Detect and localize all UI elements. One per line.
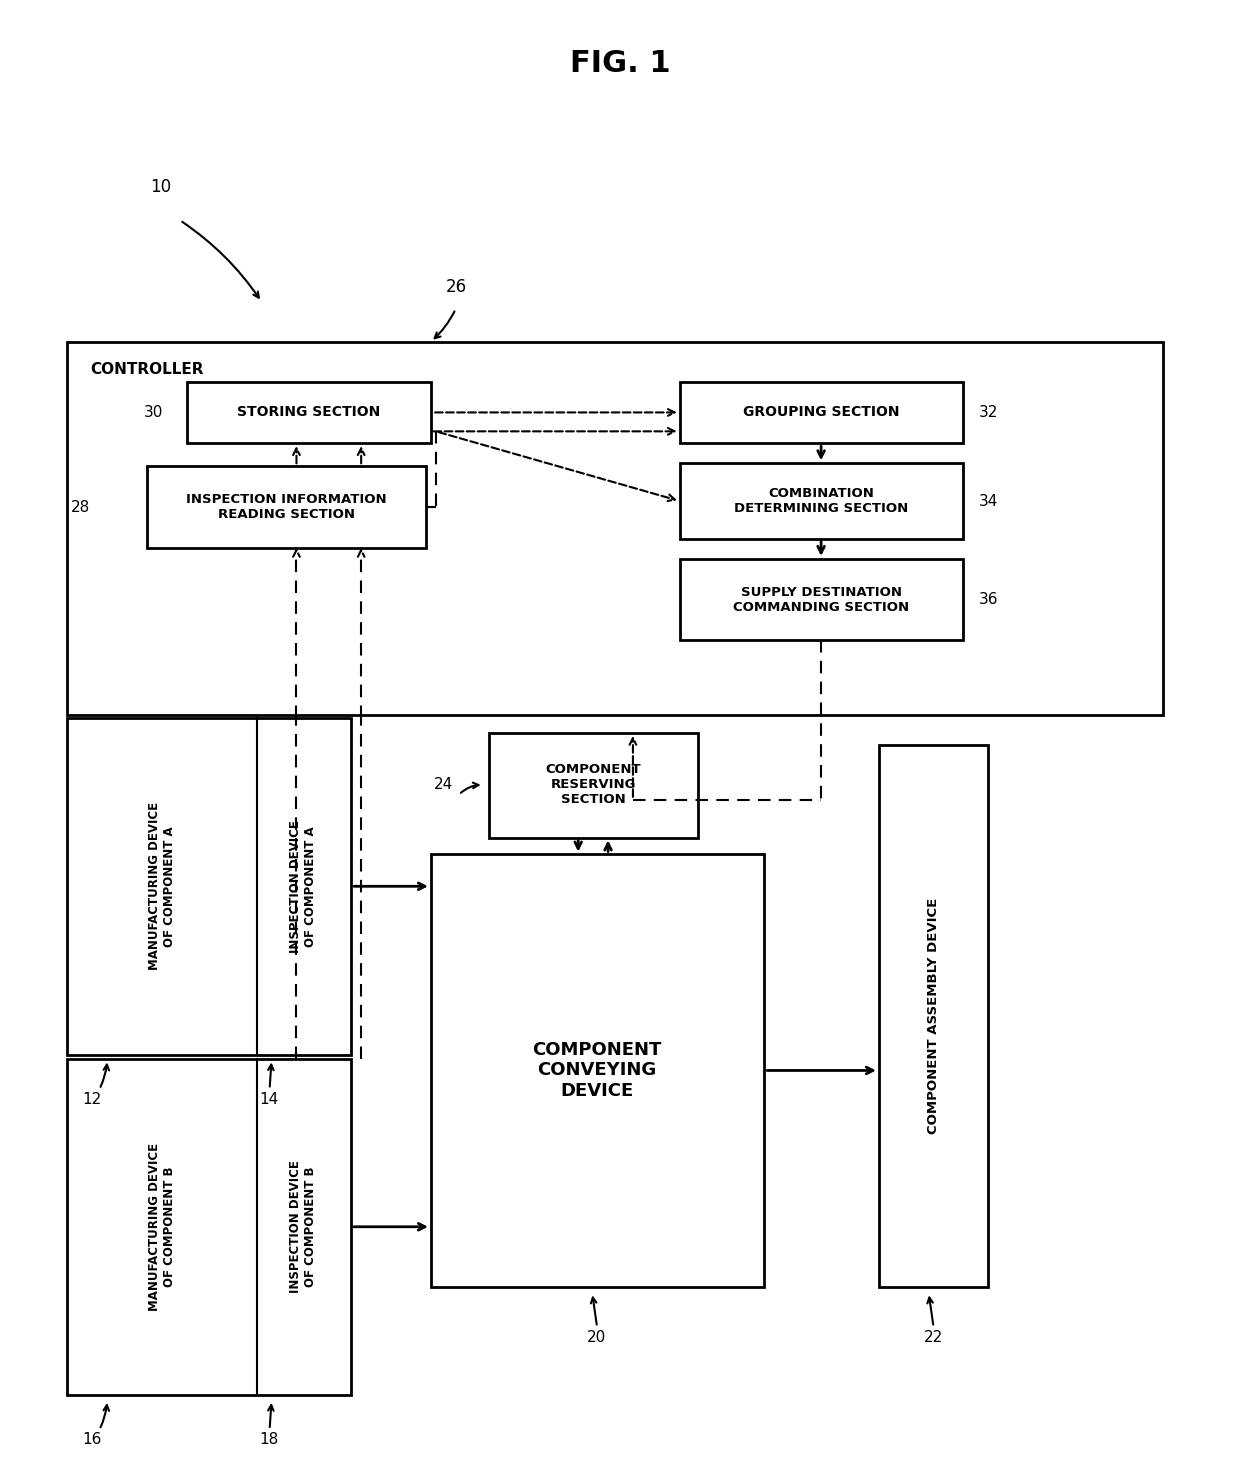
Bar: [430, 855, 764, 1287]
Bar: [489, 733, 698, 837]
Text: 26: 26: [446, 278, 467, 297]
Text: 32: 32: [978, 405, 998, 419]
Text: INSPECTION DEVICE
OF COMPONENT A: INSPECTION DEVICE OF COMPONENT A: [289, 820, 317, 953]
Bar: [680, 463, 963, 539]
Text: COMPONENT ASSEMBLY DEVICE: COMPONENT ASSEMBLY DEVICE: [928, 897, 940, 1134]
Text: 12: 12: [82, 1091, 102, 1107]
Text: CONTROLLER: CONTROLLER: [91, 362, 203, 377]
Text: FIG. 1: FIG. 1: [569, 48, 671, 77]
Text: INSPECTION DEVICE
OF COMPONENT B: INSPECTION DEVICE OF COMPONENT B: [289, 1160, 317, 1293]
Text: 22: 22: [924, 1330, 942, 1344]
Text: STORING SECTION: STORING SECTION: [237, 406, 379, 419]
Text: 16: 16: [82, 1432, 102, 1448]
Text: 18: 18: [259, 1432, 279, 1448]
Text: MANUFACTURING DEVICE
OF COMPONENT A: MANUFACTURING DEVICE OF COMPONENT A: [148, 802, 176, 970]
Text: MANUFACTURING DEVICE
OF COMPONENT B: MANUFACTURING DEVICE OF COMPONENT B: [148, 1143, 176, 1311]
Text: INSPECTION INFORMATION
READING SECTION: INSPECTION INFORMATION READING SECTION: [186, 492, 387, 522]
Bar: [67, 1059, 351, 1395]
Text: SUPPLY DESTINATION
COMMANDING SECTION: SUPPLY DESTINATION COMMANDING SECTION: [733, 586, 909, 614]
Bar: [680, 558, 963, 640]
Bar: [879, 745, 988, 1287]
Text: 14: 14: [259, 1091, 279, 1107]
Bar: [187, 381, 430, 443]
Text: 20: 20: [588, 1330, 606, 1344]
Text: COMBINATION
DETERMINING SECTION: COMBINATION DETERMINING SECTION: [734, 487, 908, 516]
Text: 10: 10: [150, 178, 171, 196]
Text: 28: 28: [71, 500, 89, 514]
Bar: [148, 466, 425, 548]
Bar: [67, 342, 1163, 714]
Text: 24: 24: [434, 777, 453, 792]
Bar: [680, 381, 963, 443]
Bar: [67, 717, 351, 1055]
Text: GROUPING SECTION: GROUPING SECTION: [743, 406, 899, 419]
Text: 36: 36: [978, 592, 998, 608]
Text: COMPONENT
CONVEYING
DEVICE: COMPONENT CONVEYING DEVICE: [532, 1040, 662, 1100]
Text: 30: 30: [144, 405, 164, 419]
Text: 34: 34: [978, 494, 998, 508]
Text: COMPONENT
RESERVING
SECTION: COMPONENT RESERVING SECTION: [546, 763, 641, 806]
